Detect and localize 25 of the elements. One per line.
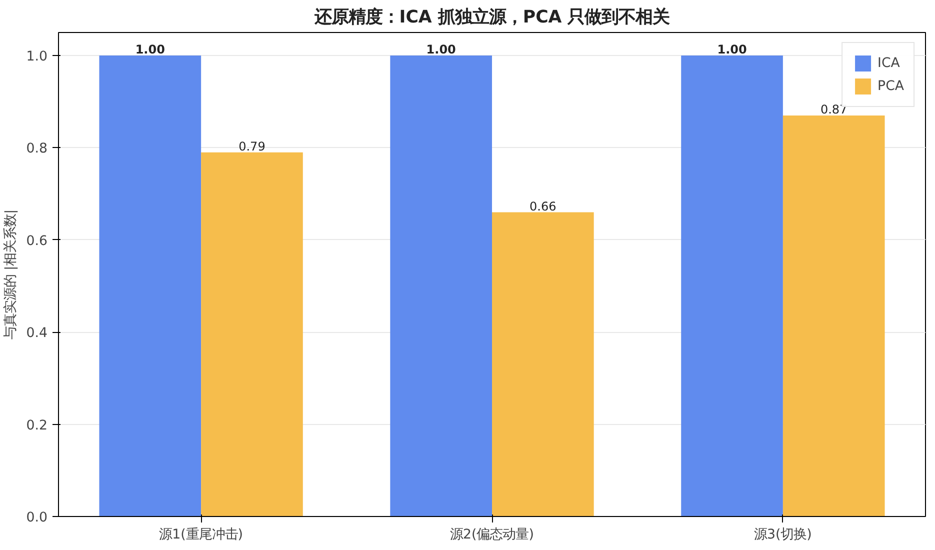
x-tick-label: 源1(重尾冲击)	[159, 528, 244, 542]
x-tick-label: 源3(切换)	[754, 528, 812, 542]
chart-title: 还原精度：ICA 抓独立源，PCA 只做到不相关	[313, 8, 670, 28]
y-tick-label: 0.4	[26, 326, 48, 342]
bar	[782, 115, 885, 516]
x-tick-label: 源2(偏态动量)	[450, 528, 534, 542]
y-tick-label: 0.6	[26, 234, 48, 249]
y-tick-label: 0.2	[26, 418, 48, 434]
bar	[390, 56, 492, 516]
legend-label: PCA	[878, 78, 904, 94]
y-axis-title: 与真实源的 |相关系数|	[3, 209, 18, 340]
bar	[99, 56, 202, 516]
y-tick-label: 0.0	[26, 510, 48, 526]
data-label: 0.66	[530, 199, 556, 214]
data-label: 1.00	[717, 42, 747, 57]
y-tick-label: 1.0	[26, 50, 48, 65]
data-label: 0.79	[238, 139, 266, 154]
data-label: 1.00	[135, 42, 165, 57]
bar	[492, 212, 594, 516]
data-label: 0.87	[820, 102, 848, 116]
y-tick-label: 0.8	[26, 142, 48, 157]
data-label: 1.00	[426, 42, 456, 57]
bar	[681, 56, 783, 516]
legend-label: ICA	[878, 56, 900, 70]
bar	[201, 152, 303, 516]
